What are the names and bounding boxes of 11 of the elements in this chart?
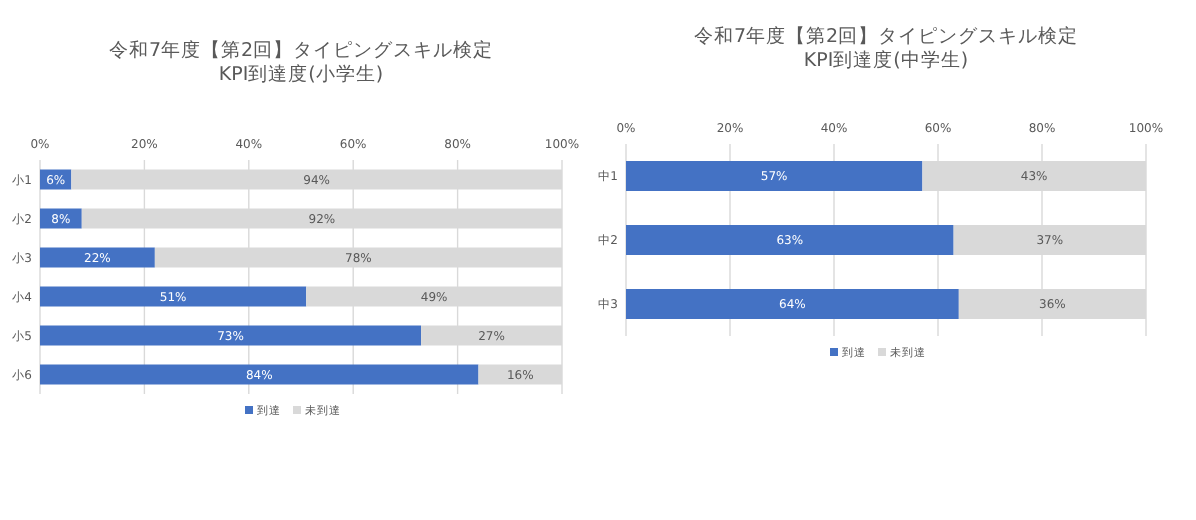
chart-subtitle: KPI到達度(中学生): [803, 48, 969, 72]
chart-subtitle: KPI到達度(小学生): [218, 62, 384, 86]
chart-title: 令和7年度【第2回】タイピングスキル検定: [108, 38, 494, 62]
bar: [40, 364, 479, 385]
bar: [40, 325, 422, 346]
chart-title: 令和7年度【第2回】タイピングスキル検定: [693, 24, 1079, 48]
bar: [626, 161, 923, 191]
bar: [40, 247, 155, 268]
bar: [626, 225, 954, 255]
bar: [626, 289, 959, 319]
bar: [40, 286, 307, 307]
